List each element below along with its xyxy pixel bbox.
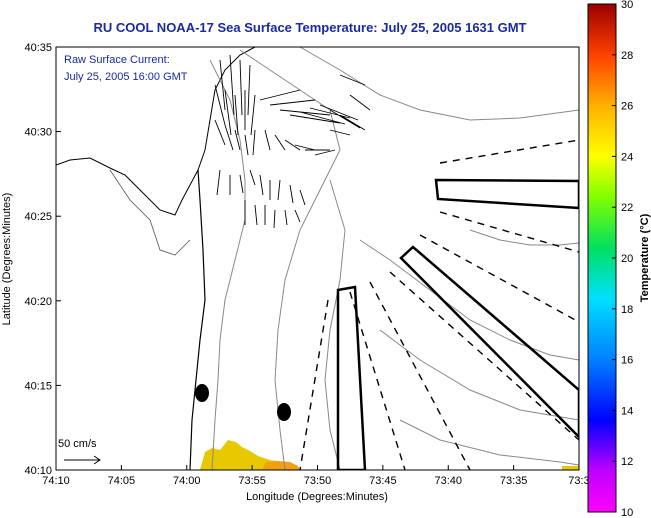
sst-orange-patch [262, 461, 300, 470]
x-tick-label: 73:45 [369, 475, 397, 487]
scale-arrow [64, 455, 101, 465]
colorbar [587, 3, 617, 513]
coastline-south [189, 169, 206, 470]
scale-label: 50 cm/s [58, 438, 97, 450]
colorbar-tick-label: 20 [621, 253, 633, 265]
x-tick-label: 74:00 [173, 475, 201, 487]
y-axis-ticks: 40:35 40:30 40:25 40:20 40:15 40:10 [24, 42, 61, 477]
map-content [56, 47, 579, 470]
colorbar-tick-label: 16 [621, 355, 633, 367]
x-tick-label: 74:10 [42, 475, 70, 487]
x-tick-label: 73:40 [434, 475, 462, 487]
colorbar-tick-label: 12 [621, 456, 633, 468]
y-tick-label: 40:20 [24, 296, 52, 308]
x-tick-label: 73:3 [568, 475, 589, 487]
colorbar-tick-label: 28 [621, 50, 633, 62]
x-axis-ticks: 74:10 74:05 74:00 73:55 73:50 73:45 73:40 73:35… [42, 465, 590, 487]
colorbar-ticks: 30 28 26 24 22 20 18 16 14 12 10 [612, 0, 633, 518]
radar-boxes [336, 178, 579, 470]
sst-edge-patch [562, 466, 579, 470]
y-tick-label: 40:30 [24, 127, 52, 139]
colorbar-tick-label: 10 [621, 507, 633, 518]
y-tick-label: 40:25 [24, 211, 52, 223]
y-tick-label: 40:10 [24, 465, 52, 477]
coastline [56, 47, 256, 216]
annotation-line1: Raw Surface Current: [64, 54, 170, 66]
x-tick-label: 74:05 [108, 475, 136, 487]
x-tick-label: 73:35 [500, 475, 528, 487]
radar-dashed-lines [299, 139, 579, 470]
colorbar-label: Temperature (°C) [639, 213, 651, 302]
annotation-line2: July 25, 2005 16:00 GMT [64, 71, 188, 83]
colorbar-tick-label: 22 [621, 202, 633, 214]
inlet [109, 169, 191, 256]
x-tick-label: 73:55 [238, 475, 266, 487]
chart-title: RU COOL NOAA-17 Sea Surface Temperature:… [93, 20, 527, 35]
current-vectors [214, 54, 371, 229]
y-axis-label: Latitude (Degrees:Minutes) [1, 193, 13, 326]
x-axis-label: Longitude (Degrees:Minutes) [246, 491, 388, 503]
x-tick-label: 73:50 [304, 475, 332, 487]
plot-frame [55, 46, 580, 471]
y-tick-label: 40:35 [24, 42, 52, 54]
buoy-east-marker[interactable] [277, 403, 291, 421]
bathymetry-contours [209, 47, 579, 470]
colorbar-tick-label: 26 [621, 101, 633, 113]
colorbar-tick-label: 24 [621, 151, 633, 163]
colorbar-tick-label: 14 [621, 405, 633, 417]
colorbar-tick-label: 18 [621, 304, 633, 316]
y-tick-label: 40:15 [24, 380, 52, 392]
buoy-west-marker[interactable] [195, 384, 209, 402]
colorbar-tick-label: 30 [621, 0, 633, 11]
